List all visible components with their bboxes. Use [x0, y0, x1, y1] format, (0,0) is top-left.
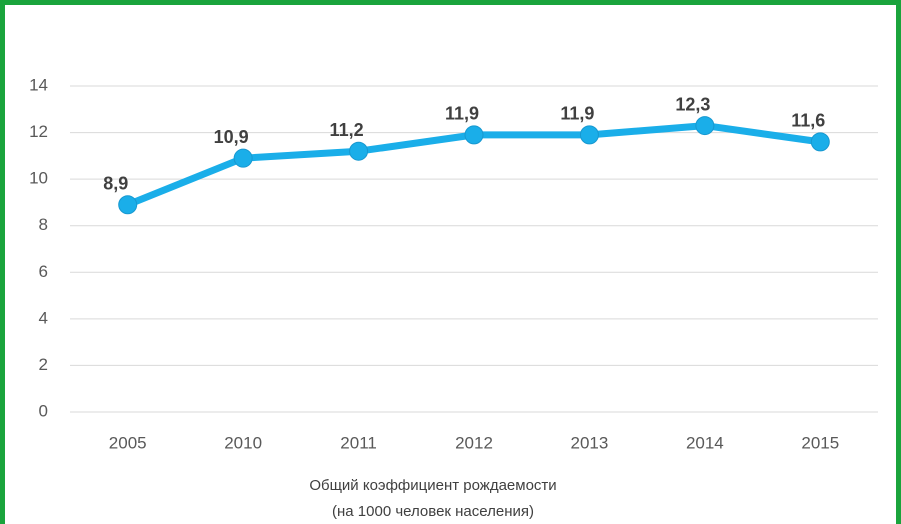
x-tick-label: 2012 [455, 433, 493, 452]
x-tick-label: 2014 [686, 433, 724, 452]
y-tick-label: 14 [29, 75, 48, 94]
marker [810, 132, 830, 152]
data-label: 12,3 [675, 94, 710, 114]
y-tick-label: 8 [39, 215, 48, 234]
marker [695, 116, 715, 136]
data-label: 11,6 [791, 111, 825, 131]
y-tick-label: 6 [39, 262, 48, 281]
data-label: 8,9 [103, 174, 128, 194]
x-tick-label: 2011 [340, 433, 377, 452]
x-tick-label: 2013 [571, 433, 609, 452]
y-tick-label: 2 [39, 355, 48, 374]
y-tick-label: 10 [29, 169, 48, 188]
x-axis-title: Общий коэффициент рождаемости [309, 477, 556, 494]
x-axis-title: (на 1000 человек населения) [332, 503, 534, 520]
y-tick-label: 4 [39, 308, 48, 327]
marker [349, 141, 369, 161]
y-tick-label: 12 [29, 122, 48, 141]
x-tick-label: 2015 [801, 433, 839, 452]
data-label: 10,9 [214, 127, 249, 147]
data-label: 11,9 [445, 104, 479, 124]
x-tick-label: 2010 [224, 433, 262, 452]
marker [579, 125, 599, 145]
marker [464, 125, 484, 145]
data-label: 11,2 [330, 120, 364, 140]
y-tick-label: 0 [39, 401, 48, 420]
data-label: 11,9 [560, 104, 594, 124]
marker [118, 195, 138, 215]
marker [233, 148, 253, 168]
x-tick-label: 2005 [109, 433, 147, 452]
